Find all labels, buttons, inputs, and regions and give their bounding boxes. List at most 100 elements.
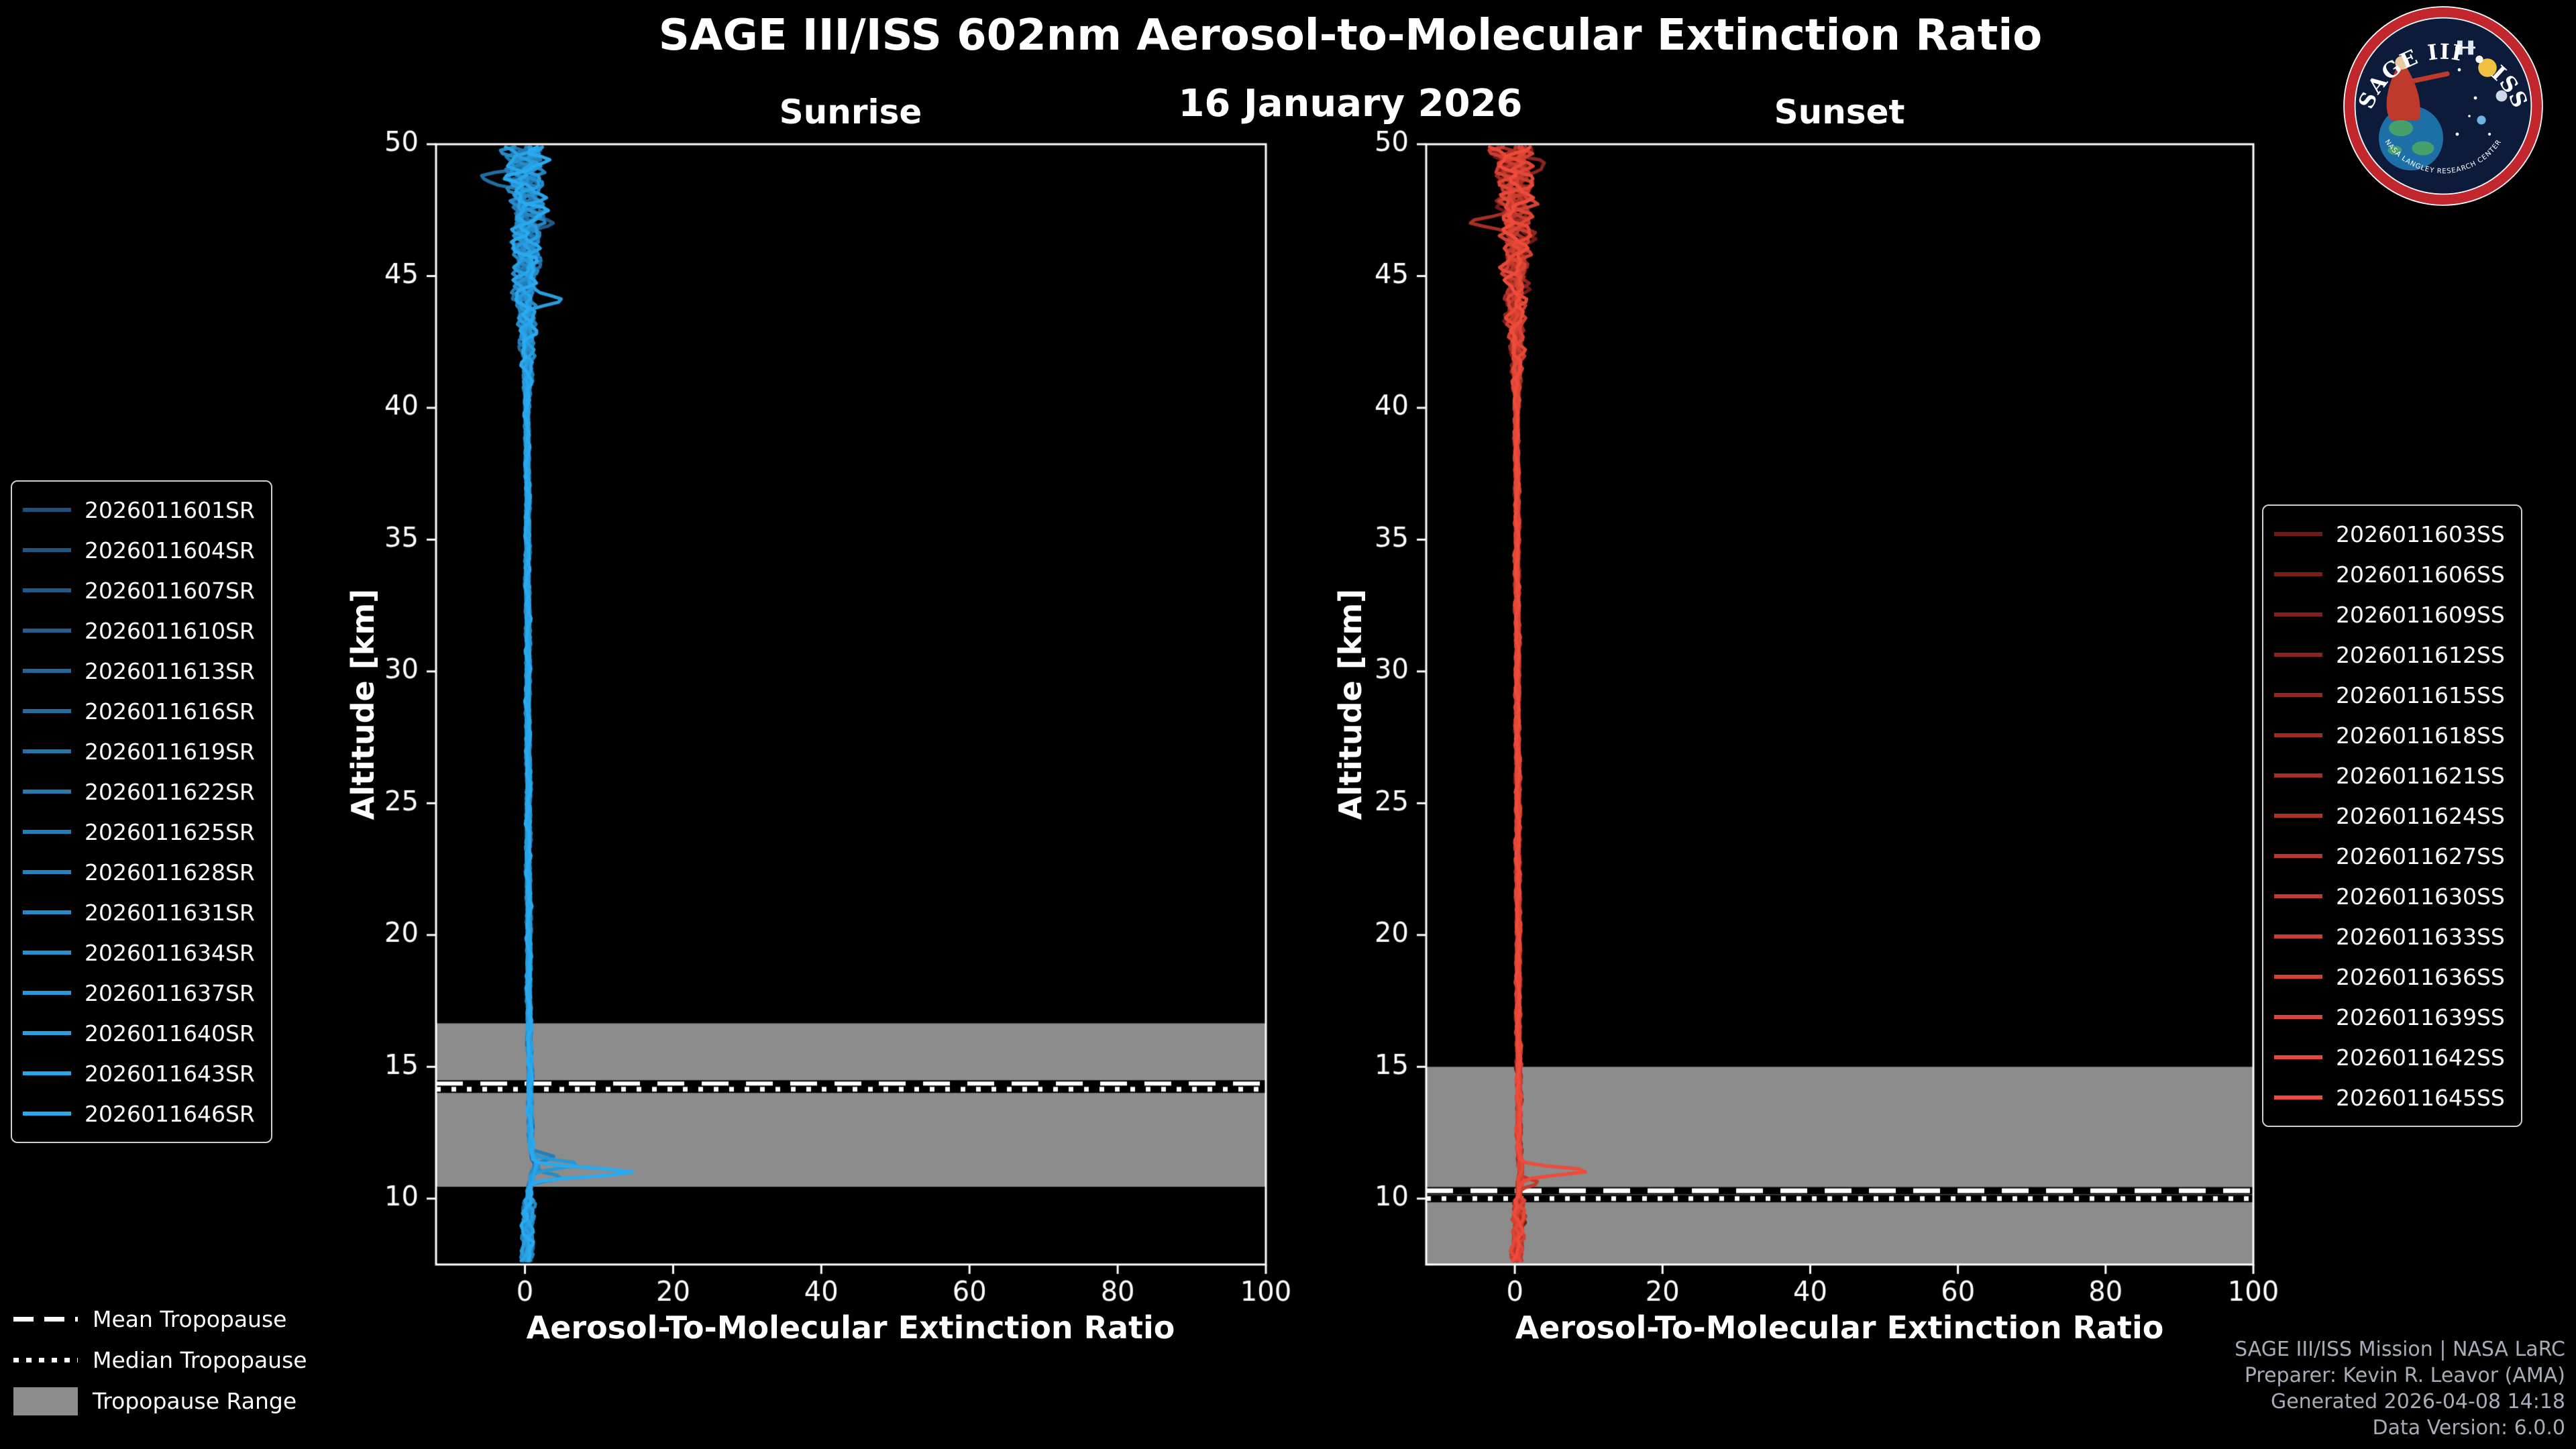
median-tropopause-dotted-line-swatch (13, 1358, 78, 1362)
sunrise-x-axis-label: Aerosol-To-Molecular Extinction Ratio (526, 1309, 1175, 1346)
series-color-swatch (23, 1071, 71, 1075)
legend-item: 2026011603SS (2274, 514, 2505, 554)
logo-red-ring (2345, 7, 2542, 205)
legend-item: 2026011624SS (2274, 796, 2505, 836)
series-color-swatch (2274, 773, 2322, 777)
legend-item: 2026011633SS (2274, 916, 2505, 957)
sunset-x-axis-label: Aerosol-To-Molecular Extinction Ratio (1515, 1309, 2164, 1346)
legend-item: 2026011628SR (23, 852, 255, 892)
figure-title: SAGE III/ISS 602nm Aerosol-to-Molecular … (658, 11, 2043, 60)
legend-item: 2026011604SR (23, 530, 255, 570)
sunrise-y-axis-label: Altitude [km] (345, 588, 381, 820)
legend-item: 2026011618SS (2274, 715, 2505, 755)
legend-item: 2026011621SS (2274, 755, 2505, 796)
series-color-swatch (23, 1112, 71, 1116)
sunrise-legend: 2026011601SR 2026011604SR 2026011607SR 2026… (11, 480, 272, 1143)
legend-item: 2026011630SS (2274, 876, 2505, 916)
tropopause-range-label: Tropopause Range (93, 1388, 297, 1414)
series-name: 2026011622SR (85, 778, 255, 805)
tropopause-range-legend-item: Tropopause Range (13, 1381, 307, 1421)
legend-item: 2026011631SR (23, 892, 255, 932)
legend-item: 2026011637SR (23, 973, 255, 1013)
series-color-swatch (23, 629, 71, 633)
series-name: 2026011613SR (85, 657, 255, 684)
series-color-swatch (23, 749, 71, 753)
series-name: 2026011624SS (2336, 802, 2505, 829)
series-name: 2026011643SR (85, 1060, 255, 1087)
series-name: 2026011634SR (85, 939, 255, 966)
legend-item: 2026011609SS (2274, 594, 2505, 635)
series-name: 2026011640SR (85, 1020, 255, 1046)
series-name: 2026011615SS (2336, 682, 2505, 708)
logo-moon-icon (2477, 90, 2508, 125)
series-name: 2026011628SR (85, 859, 255, 885)
legend-item: 2026011610SR (23, 610, 255, 651)
mean-tropopause-dashed-line-swatch (13, 1317, 78, 1322)
legend-item: 2026011645SS (2274, 1077, 2505, 1118)
sunrise-panel-title: Sunrise (779, 93, 922, 131)
logo-figure (2386, 56, 2450, 120)
logo-inner-ring (2354, 17, 2532, 195)
sunset-y-axis-label: Altitude [km] (1332, 588, 1368, 820)
legend-item: 2026011636SS (2274, 957, 2505, 997)
median-tropopause-label: Median Tropopause (93, 1347, 307, 1373)
series-name: 2026011604SR (85, 537, 255, 564)
legend-item: 2026011601SR (23, 490, 255, 530)
series-color-swatch (2274, 653, 2322, 657)
series-color-swatch (2274, 934, 2322, 938)
legend-item: 2026011627SS (2274, 836, 2505, 876)
series-name: 2026011645SS (2336, 1084, 2505, 1111)
series-color-swatch (2274, 733, 2322, 737)
series-name: 2026011637SR (85, 979, 255, 1006)
figure-date: 16 January 2026 (1178, 82, 1523, 125)
series-name: 2026011636SS (2336, 963, 2505, 990)
series-color-swatch (23, 870, 71, 874)
series-color-swatch (2274, 572, 2322, 576)
credits: SAGE III/ISS Mission | NASA LaRC Preparer… (2235, 1336, 2565, 1441)
legend-item: 2026011634SR (23, 932, 255, 973)
legend-item: 2026011646SR (23, 1093, 255, 1134)
series-color-swatch (2274, 894, 2322, 898)
series-color-swatch (2274, 1055, 2322, 1059)
series-name: 2026011630SS (2336, 883, 2505, 910)
series-name: 2026011603SS (2336, 521, 2505, 547)
credit-line: Generated 2026-04-08 14:18 (2270, 1390, 2565, 1413)
series-color-swatch (23, 669, 71, 673)
series-color-swatch (2274, 612, 2322, 616)
series-name: 2026011631SR (85, 899, 255, 926)
legend-item: 2026011622SR (23, 771, 255, 812)
legend-item: 2026011612SS (2274, 635, 2505, 675)
series-color-swatch (2274, 854, 2322, 858)
series-name: 2026011625SR (85, 818, 255, 845)
legend-item: 2026011643SR (23, 1053, 255, 1093)
median-tropopause-legend-item: Median Tropopause (13, 1340, 307, 1381)
credit-line: Data Version: 6.0.0 (2372, 1416, 2565, 1440)
series-color-swatch (23, 951, 71, 955)
legend-item: 2026011606SS (2274, 554, 2505, 594)
series-name: 2026011633SS (2336, 923, 2505, 950)
series-name: 2026011610SR (85, 617, 255, 644)
credit-line: Preparer: Kevin R. Leavor (AMA) (2244, 1364, 2565, 1387)
series-color-swatch (23, 991, 71, 995)
series-name: 2026011612SS (2336, 641, 2505, 668)
series-name: 2026011609SS (2336, 601, 2505, 628)
series-color-swatch (2274, 532, 2322, 536)
series-color-swatch (23, 910, 71, 914)
sunset-legend: 2026011603SS 2026011606SS 2026011609SS 2026… (2262, 504, 2522, 1127)
series-name: 2026011618SS (2336, 722, 2505, 749)
series-color-swatch (23, 1031, 71, 1035)
series-color-swatch (2274, 814, 2322, 818)
legend-item: 2026011616SR (23, 691, 255, 731)
series-name: 2026011619SR (85, 738, 255, 765)
series-name: 2026011642SS (2336, 1044, 2505, 1071)
legend-item: 2026011625SR (23, 812, 255, 852)
logo-stars (2455, 68, 2491, 136)
series-color-swatch (23, 709, 71, 713)
series-color-swatch (23, 508, 71, 512)
series-color-swatch (23, 830, 71, 834)
logo-iss-icon (2455, 40, 2475, 55)
series-color-swatch (23, 548, 71, 552)
series-name: 2026011646SR (85, 1100, 255, 1127)
